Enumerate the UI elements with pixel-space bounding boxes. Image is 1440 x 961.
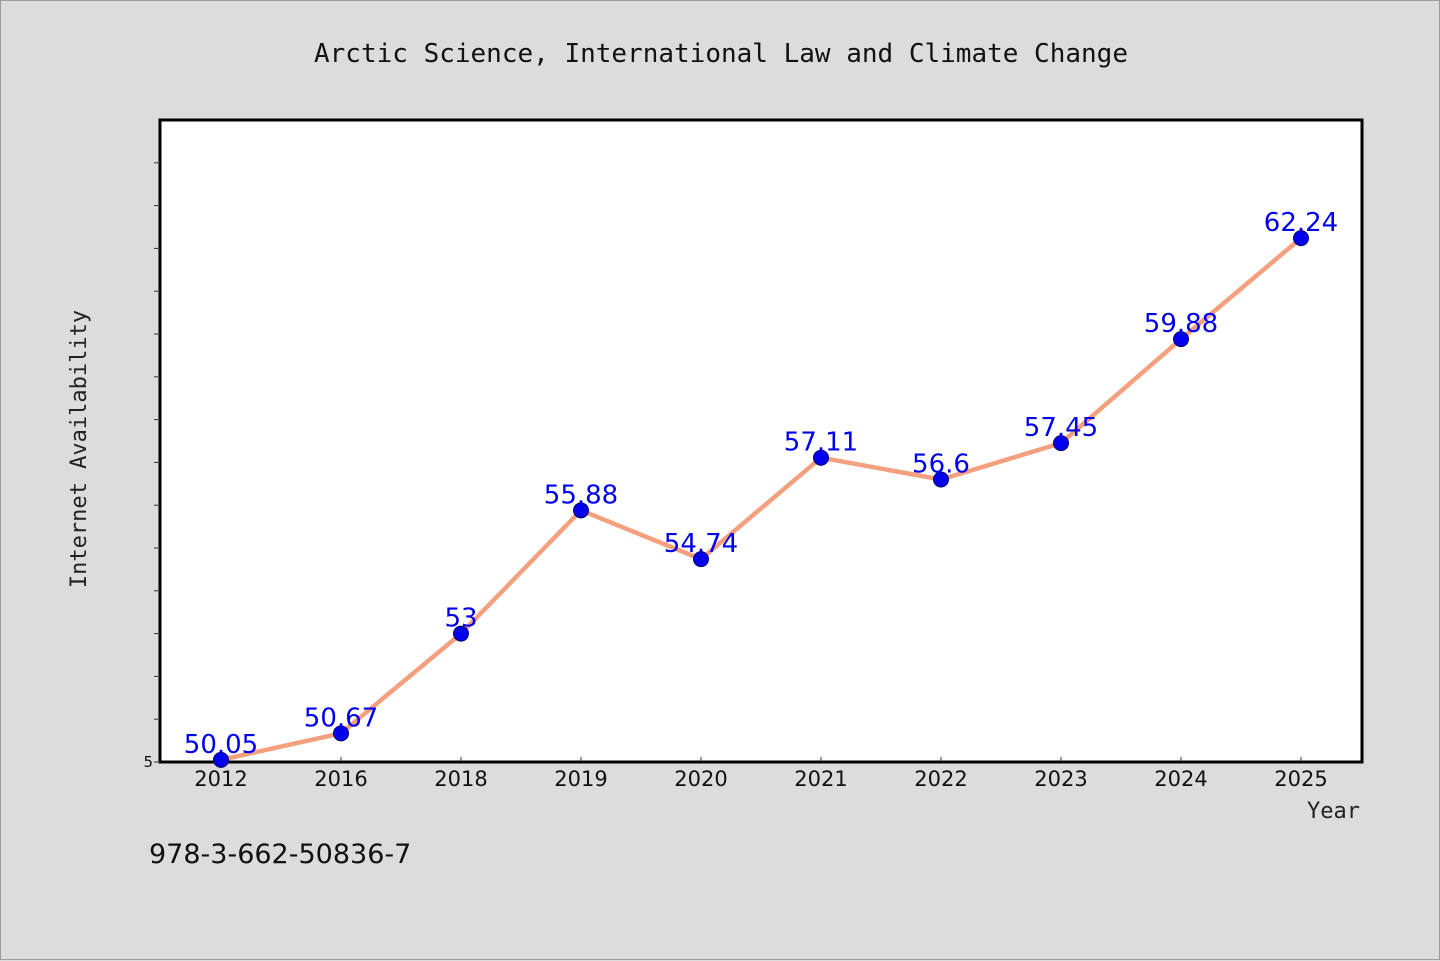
data-point: [1053, 435, 1069, 452]
data-label: 55.88: [544, 480, 618, 510]
plot-area: [158, 118, 1364, 764]
series-line: [218, 235, 1304, 763]
x-tick-label: 2023: [1034, 767, 1087, 791]
x-tick-label: 2012: [194, 767, 247, 791]
data-point: [1293, 230, 1309, 247]
data-label: 54.74: [664, 529, 738, 559]
y-axis-label: Internet Availability: [67, 310, 92, 588]
x-tick-label: 2021: [794, 767, 847, 791]
data-point: [813, 449, 829, 466]
x-tick-label: 2024: [1154, 767, 1207, 791]
data-label: 57.11: [784, 428, 858, 458]
data-point: [573, 502, 589, 519]
data-label: 56.6: [912, 450, 970, 480]
x-axis-label: Year: [1307, 799, 1360, 824]
data-label: 53: [444, 604, 477, 634]
x-tick-label: 2018: [434, 767, 487, 791]
x-tick-label: 2020: [674, 767, 727, 791]
x-axis-ticks: 2012 2016 2018 2019 2020 2021 2022 2023 2024 2025: [194, 757, 1328, 791]
data-label: 50.05: [184, 730, 258, 760]
data-labels: 50.05 50.67 53 55.88 54.74 57.11 56.6 57.45 59.8…: [184, 208, 1338, 760]
data-label: 59.88: [1144, 309, 1218, 339]
data-point: [453, 625, 469, 642]
data-point: [213, 751, 229, 768]
y-tick-label: 5: [143, 753, 153, 771]
series-layer: [213, 230, 1309, 768]
y-axis-ticks: 5: [143, 162, 160, 771]
data-point: [1173, 331, 1189, 348]
x-tick-label: 2022: [914, 767, 967, 791]
isbn-text: 978-3-662-50836-7: [149, 839, 411, 870]
chart-title: Arctic Science, International Law and Cl…: [314, 39, 1128, 69]
data-point: [333, 725, 349, 742]
data-label: 50.67: [304, 703, 378, 733]
x-tick-label: 2016: [314, 767, 367, 791]
data-label: 57.45: [1024, 413, 1098, 443]
data-point: [933, 471, 949, 488]
x-tick-label: 2019: [554, 767, 607, 791]
data-label: 62.24: [1264, 208, 1338, 238]
x-tick-label: 2025: [1274, 767, 1327, 791]
data-point: [693, 551, 709, 568]
